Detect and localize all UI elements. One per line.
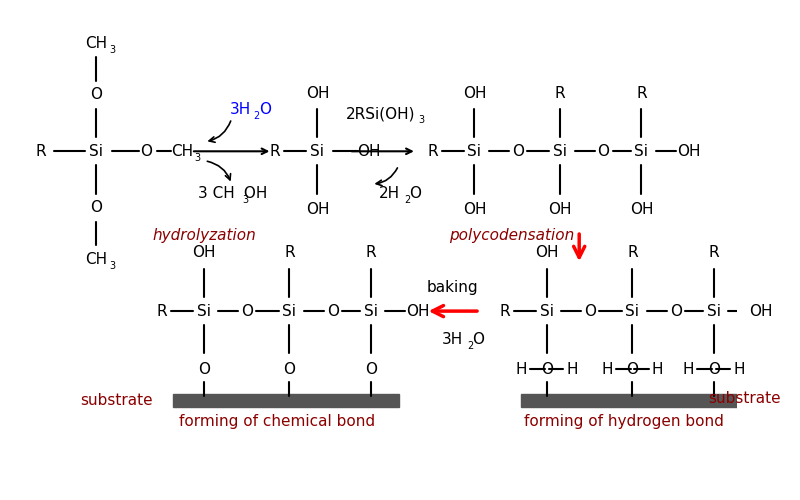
Text: 2: 2 xyxy=(405,195,411,205)
Text: hydrolyzation: hydrolyzation xyxy=(153,228,257,244)
Text: O: O xyxy=(326,304,338,318)
Text: R: R xyxy=(36,144,46,159)
Text: R: R xyxy=(708,246,719,260)
Text: OH: OH xyxy=(549,202,572,217)
Text: O: O xyxy=(541,362,553,377)
Text: OH: OH xyxy=(192,246,215,260)
Text: polycodensation: polycodensation xyxy=(449,228,574,244)
Text: O: O xyxy=(90,88,102,102)
Text: OH: OH xyxy=(677,144,700,159)
Text: 3 CH: 3 CH xyxy=(198,186,234,201)
Text: OH: OH xyxy=(357,144,381,159)
Text: R: R xyxy=(366,246,376,260)
Text: Si: Si xyxy=(467,144,482,159)
Text: CH: CH xyxy=(85,252,107,267)
Text: R: R xyxy=(284,246,294,260)
Text: 3: 3 xyxy=(242,195,248,205)
Text: forming of chemical bond: forming of chemical bond xyxy=(178,414,375,428)
Text: H: H xyxy=(516,362,527,377)
Text: O: O xyxy=(626,362,638,377)
Text: H: H xyxy=(682,362,694,377)
Text: R: R xyxy=(636,86,646,100)
Text: O: O xyxy=(283,362,295,377)
Text: 3: 3 xyxy=(194,153,201,163)
Text: OH: OH xyxy=(306,202,329,217)
Text: O: O xyxy=(512,144,524,159)
Text: baking: baking xyxy=(427,280,478,295)
Text: 2: 2 xyxy=(468,341,474,351)
Text: OH: OH xyxy=(535,246,558,260)
Text: 3: 3 xyxy=(418,116,424,126)
Text: O: O xyxy=(409,186,421,201)
Text: 2RSi(OH): 2RSi(OH) xyxy=(346,106,415,121)
Text: Si: Si xyxy=(706,304,721,318)
Text: 3H: 3H xyxy=(442,332,463,347)
Text: R: R xyxy=(555,86,566,100)
Text: O: O xyxy=(140,144,152,159)
Text: O: O xyxy=(670,304,682,318)
Text: substrate: substrate xyxy=(80,393,153,408)
Text: O: O xyxy=(708,362,720,377)
Text: CH: CH xyxy=(171,144,193,159)
Text: Si: Si xyxy=(90,144,103,159)
Text: R: R xyxy=(500,304,510,318)
Text: R: R xyxy=(627,246,638,260)
Text: Si: Si xyxy=(634,144,649,159)
Text: O: O xyxy=(198,362,210,377)
Text: H: H xyxy=(652,362,663,377)
Text: Si: Si xyxy=(554,144,567,159)
Text: 2: 2 xyxy=(253,110,259,120)
Text: OH: OH xyxy=(630,202,654,217)
Text: Si: Si xyxy=(626,304,639,318)
Text: substrate: substrate xyxy=(708,391,781,406)
Text: Si: Si xyxy=(540,304,554,318)
Text: H: H xyxy=(602,362,613,377)
Text: CH: CH xyxy=(85,36,107,51)
Text: O: O xyxy=(365,362,377,377)
Text: Si: Si xyxy=(197,304,210,318)
Text: R: R xyxy=(270,144,280,159)
Text: OH: OH xyxy=(749,304,772,318)
Text: O: O xyxy=(598,144,610,159)
Text: OH: OH xyxy=(239,186,267,201)
Text: 3: 3 xyxy=(109,261,115,271)
Text: O: O xyxy=(259,102,271,116)
Text: OH: OH xyxy=(462,86,486,100)
Text: R: R xyxy=(428,144,438,159)
Text: H: H xyxy=(734,362,745,377)
Text: OH: OH xyxy=(406,304,430,318)
FancyBboxPatch shape xyxy=(173,394,398,407)
Text: OH: OH xyxy=(462,202,486,217)
Text: 3H: 3H xyxy=(230,102,251,116)
Text: O: O xyxy=(472,332,484,347)
Text: O: O xyxy=(90,200,102,215)
Text: O: O xyxy=(584,304,596,318)
Text: O: O xyxy=(241,304,253,318)
Text: forming of hydrogen bond: forming of hydrogen bond xyxy=(524,414,724,428)
FancyBboxPatch shape xyxy=(521,394,755,407)
Text: 2H: 2H xyxy=(379,186,400,201)
Text: Si: Si xyxy=(282,304,297,318)
Text: H: H xyxy=(566,362,578,377)
Text: Si: Si xyxy=(364,304,378,318)
Text: R: R xyxy=(157,304,167,318)
Text: 3: 3 xyxy=(109,45,115,55)
Text: Si: Si xyxy=(310,144,325,159)
Text: OH: OH xyxy=(306,86,329,100)
